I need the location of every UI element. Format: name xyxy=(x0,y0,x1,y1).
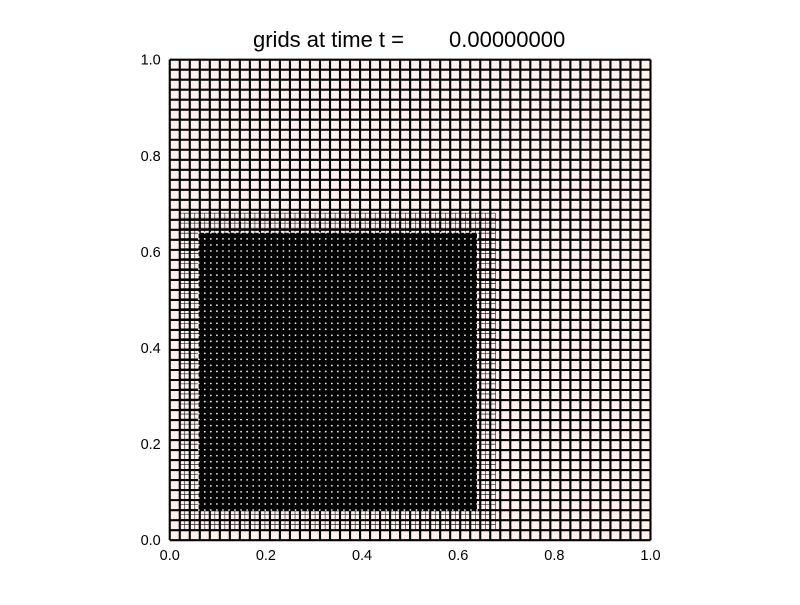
svg-text:0.8: 0.8 xyxy=(544,548,564,564)
svg-text:0.4: 0.4 xyxy=(141,341,161,357)
svg-text:0.4: 0.4 xyxy=(352,548,372,564)
svg-text:0.2: 0.2 xyxy=(141,437,161,453)
svg-text:0.6: 0.6 xyxy=(141,245,161,261)
svg-text:1.0: 1.0 xyxy=(640,548,660,564)
svg-text:0.8: 0.8 xyxy=(141,149,161,165)
svg-text:0.2: 0.2 xyxy=(256,548,276,564)
svg-text:grids at time t =: grids at time t = xyxy=(253,27,404,52)
svg-text:0.0: 0.0 xyxy=(141,533,161,549)
svg-text:0.6: 0.6 xyxy=(448,548,468,564)
svg-text:0.0: 0.0 xyxy=(160,548,180,564)
svg-text:0.00000000: 0.00000000 xyxy=(449,27,565,52)
svg-text:1.0: 1.0 xyxy=(141,53,161,69)
